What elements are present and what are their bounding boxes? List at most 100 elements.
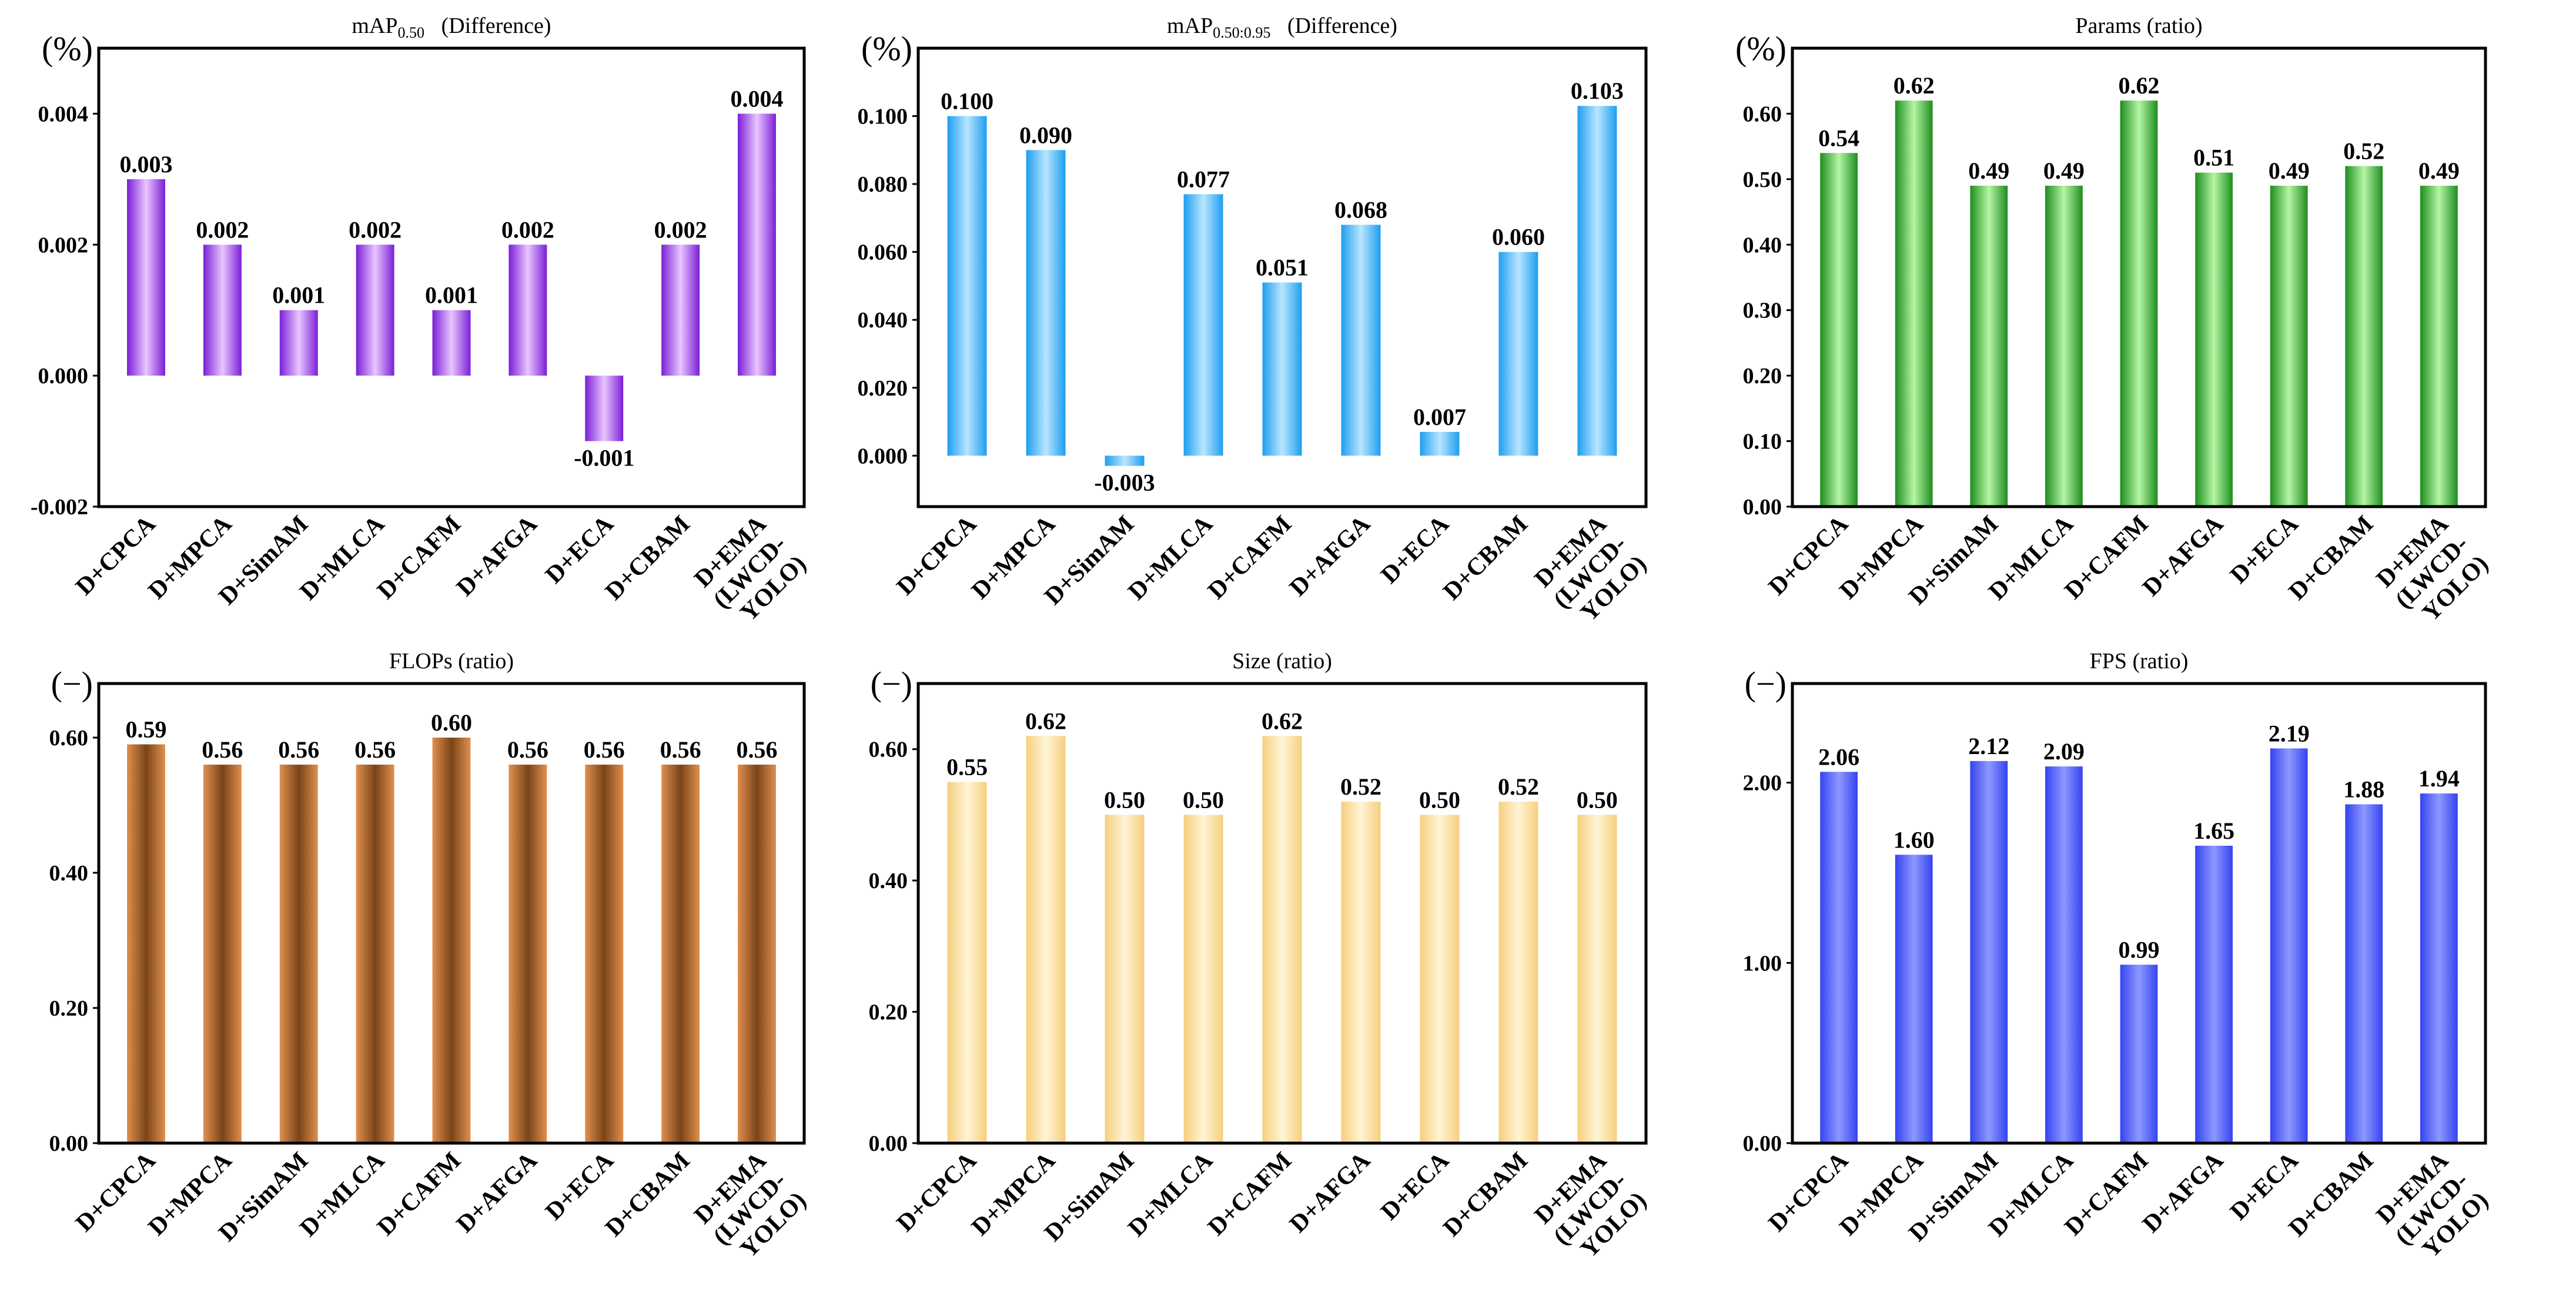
y-tick-label: 0.080 <box>858 172 908 197</box>
y-tick-label: 0.100 <box>858 105 908 129</box>
bar <box>1183 194 1223 456</box>
bar <box>738 765 776 1143</box>
bar <box>356 765 394 1143</box>
x-tick-label: D+CAFM <box>1203 1147 1297 1241</box>
bar <box>2270 748 2308 1143</box>
bar <box>1341 802 1381 1143</box>
bar <box>1420 815 1460 1143</box>
y-tick-label: 0.50 <box>1743 168 1782 192</box>
data-label: 0.60 <box>431 709 472 736</box>
bar <box>1341 225 1381 456</box>
data-label: -0.003 <box>1094 470 1155 496</box>
data-label: 0.56 <box>507 736 548 763</box>
data-label: 0.56 <box>278 736 319 763</box>
y-tick-label: 0.060 <box>858 240 908 265</box>
y-tick-label: 0.020 <box>858 376 908 401</box>
chart-panel-4: FLOPs (ratio)(−)0.000.200.400.60 0.59D+CP… <box>49 649 812 1263</box>
data-label: 0.50 <box>1104 786 1145 813</box>
y-tick-label: -0.002 <box>31 495 88 520</box>
data-label: 0.50 <box>1419 786 1460 813</box>
data-label: 0.62 <box>1025 708 1066 734</box>
y-tick-label: 0.00 <box>1743 1131 1782 1156</box>
chart-panel-1: mAP0.50 (Difference) (%) -0.002 0.000 0.002 0… <box>31 14 812 627</box>
y-tick-label: 0.20 <box>869 1000 908 1025</box>
data-label: 0.56 <box>660 736 701 763</box>
bar <box>585 765 624 1143</box>
x-tick-label: D+CAFM <box>1203 511 1297 605</box>
unit-label: (−) <box>51 665 93 703</box>
bar <box>432 310 471 376</box>
y-tick-label: 0.40 <box>869 869 908 893</box>
x-tick-label: D+MLCA <box>1123 510 1218 605</box>
data-label: 1.94 <box>2418 765 2460 792</box>
x-tick-label: D+AFGA <box>1284 1147 1376 1238</box>
bar <box>2420 186 2458 507</box>
chart-panel-2: mAP0.50:0.95 (Difference) (%) 0.000 0.020 0.… <box>858 14 1652 627</box>
svg-text:D+AFGA: D+AFGA <box>1284 1147 1376 1238</box>
chart-panel-6: FPS (ratio)(−)0.001.002.002.06D+CPCA1.60… <box>1743 649 2494 1263</box>
x-tick-label: D+AFGA <box>451 510 543 602</box>
x-tick-label: D+ECA <box>1376 1147 1454 1225</box>
svg-text:D+CAFM: D+CAFM <box>2060 511 2154 605</box>
data-label: 0.54 <box>1818 125 1859 151</box>
bar <box>1577 106 1617 456</box>
x-tick-label: D+AFGA <box>2137 510 2229 602</box>
plot-frame <box>97 46 806 508</box>
data-label: 0.51 <box>2193 145 2234 171</box>
x-tick-label: D+CAFM <box>372 511 466 605</box>
bar <box>1820 772 1858 1143</box>
bar <box>947 116 987 456</box>
svg-text:D+CBAM: D+CBAM <box>1438 1147 1533 1242</box>
y-tick-label: 0.00 <box>1743 495 1782 520</box>
data-label: 0.59 <box>126 716 167 743</box>
data-label: 0.002 <box>349 216 402 243</box>
data-label: 1.65 <box>2193 818 2234 844</box>
svg-text:D+AFGA: D+AFGA <box>451 1147 543 1238</box>
data-label: 0.090 <box>1019 122 1072 148</box>
x-tick-label: D+ECA <box>540 510 619 589</box>
data-label: 0.55 <box>946 754 988 781</box>
bar <box>2345 804 2383 1143</box>
chart-title: mAP0.50:0.95 (Difference) <box>1167 14 1397 41</box>
data-label: 0.060 <box>1492 224 1545 250</box>
x-tick-label: D+CAFM <box>2060 511 2154 605</box>
x-tick-label: D+AFGA <box>1284 510 1376 602</box>
bar <box>1105 455 1145 466</box>
data-label: 2.19 <box>2269 720 2310 746</box>
y-tick-label: 0.00 <box>49 1131 89 1156</box>
y-tick-label: 0.000 <box>38 364 89 388</box>
bar <box>1577 815 1617 1143</box>
data-label: 0.62 <box>1262 708 1303 734</box>
data-label: 0.077 <box>1177 166 1230 192</box>
unit-label: (%) <box>1735 29 1787 68</box>
bar <box>279 765 318 1143</box>
data-label: 0.50 <box>1183 786 1224 813</box>
svg-text:D+CAFM: D+CAFM <box>1203 511 1297 605</box>
bar <box>1262 736 1302 1143</box>
svg-text:D+CAFM: D+CAFM <box>372 511 466 605</box>
svg-text:D+CBAM: D+CBAM <box>600 511 695 606</box>
chart-panel-3: Params (ratio) (%) 0.00 0.10 0.20 0.30 0.40 0.5… <box>1735 14 2494 627</box>
data-label: 0.99 <box>2119 936 2160 963</box>
bar <box>432 738 471 1143</box>
data-label: 1.60 <box>1893 826 1935 853</box>
bar <box>1820 153 1858 507</box>
svg-text:D+MLCA: D+MLCA <box>1123 1147 1218 1242</box>
svg-text:D+CAFM: D+CAFM <box>372 1147 466 1241</box>
data-label: 0.003 <box>120 151 173 177</box>
bar <box>1498 802 1538 1143</box>
y-tick-label: 0.60 <box>49 726 89 751</box>
x-tick-label: D+CAFM <box>372 1147 466 1241</box>
x-tick-label: D+MLCA <box>1123 1147 1218 1242</box>
svg-text:D+CAFM: D+CAFM <box>2060 1147 2154 1241</box>
bar <box>2120 101 2158 507</box>
x-tick-label: D+EMA(LWCD-YOLO) <box>1530 510 1652 627</box>
x-tick-label: D+EMA(LWCD-YOLO) <box>2371 1147 2494 1263</box>
data-label: 0.52 <box>2343 138 2384 165</box>
y-tick-label: 2.00 <box>1743 771 1782 796</box>
bar <box>585 376 624 441</box>
svg-text:D+AFGA: D+AFGA <box>1284 510 1376 602</box>
unit-label: (%) <box>861 29 912 68</box>
data-label: 0.56 <box>202 736 243 763</box>
